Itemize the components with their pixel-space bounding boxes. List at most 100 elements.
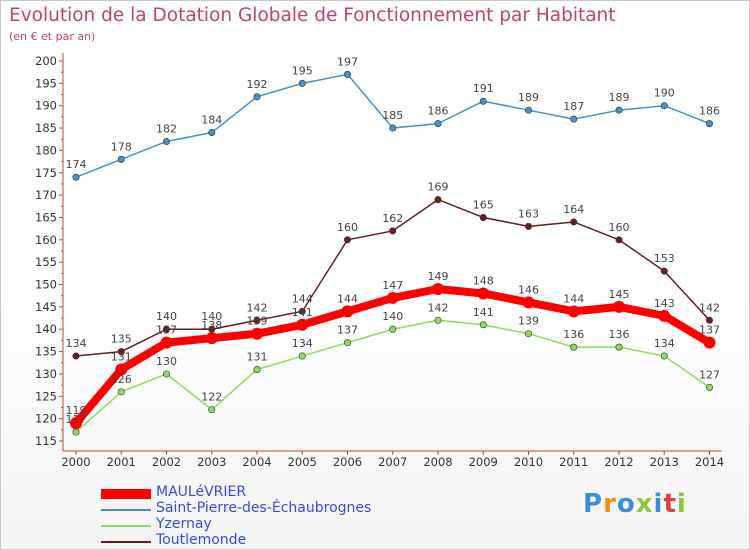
data-label: 160 (337, 221, 358, 234)
data-point (389, 325, 397, 333)
data-point (343, 339, 351, 347)
logo-letter: o (616, 489, 636, 519)
data-point (298, 307, 306, 315)
data-point (208, 129, 216, 137)
logo-letter: i (653, 489, 664, 519)
data-point (343, 236, 351, 244)
data-label: 142 (247, 301, 268, 314)
y-tick-label: 160 (35, 233, 57, 247)
data-point (479, 321, 487, 329)
data-label: 162 (382, 212, 403, 225)
data-label: 169 (428, 181, 449, 194)
data-label: 126 (111, 373, 132, 386)
legend-item-yzernay: Yzernay (101, 516, 421, 533)
data-label: 119 (66, 404, 87, 417)
data-label: 144 (337, 292, 358, 305)
x-tick-label: 2001 (107, 455, 136, 469)
data-point (117, 348, 125, 356)
data-label: 153 (654, 252, 675, 265)
x-tick-label: 2006 (333, 455, 362, 469)
data-point (703, 336, 716, 349)
data-label: 191 (473, 82, 494, 95)
data-point (251, 327, 263, 340)
data-point (341, 305, 354, 318)
legend-swatch-saint-pierre (101, 509, 151, 511)
data-label: 138 (201, 319, 222, 332)
data-label: 144 (292, 292, 313, 305)
data-point (253, 93, 261, 101)
data-label: 187 (563, 100, 584, 113)
data-label: 117 (66, 413, 87, 426)
proxiti-logo: Proxiti (583, 489, 687, 519)
data-label: 190 (654, 87, 675, 100)
data-point (570, 343, 578, 351)
data-point (208, 406, 216, 414)
data-label: 182 (156, 122, 177, 135)
data-label: 165 (473, 198, 494, 211)
data-label: 163 (518, 207, 539, 220)
data-label: 139 (518, 315, 539, 328)
x-tick-label: 2000 (61, 455, 90, 469)
data-label: 186 (428, 105, 449, 118)
data-point (615, 106, 623, 114)
line-chart: 115 120 125 130 135 140 145 150 155 160 165 170 175 1… (35, 53, 724, 469)
y-tick-label: 145 (35, 300, 57, 314)
data-label: 137 (699, 324, 720, 337)
data-label: 134 (654, 337, 675, 350)
data-label: 136 (609, 328, 630, 341)
data-label: 140 (382, 310, 403, 323)
data-label: 122 (201, 391, 222, 404)
legend-item-toutlemonde: Toutlemonde (101, 532, 421, 549)
x-tick-label: 2008 (423, 455, 452, 469)
data-point (479, 213, 487, 221)
data-label: 145 (609, 288, 630, 301)
data-label: 130 (156, 355, 177, 368)
data-label: 185 (382, 109, 403, 122)
data-point (660, 267, 668, 275)
data-label: 144 (563, 292, 584, 305)
data-label: 134 (292, 337, 313, 350)
data-label: 160 (609, 221, 630, 234)
data-point (615, 343, 623, 351)
y-tick-label: 140 (35, 322, 57, 336)
logo-letter: r (603, 489, 617, 519)
data-point (72, 428, 80, 436)
logo-letter: x (635, 489, 654, 519)
y-tick-label: 115 (35, 434, 57, 448)
data-point (705, 316, 713, 324)
data-label: 131 (247, 350, 268, 363)
logo-letter: P (583, 489, 604, 519)
data-point (389, 227, 397, 235)
data-point (567, 305, 580, 318)
legend-item-maulevrier: MAULéVRIER (101, 484, 421, 501)
data-point (160, 336, 173, 349)
data-label: 142 (699, 301, 720, 314)
legend-label: Saint-Pierre-des-Échaubrognes (156, 500, 372, 516)
data-label: 139 (247, 315, 268, 328)
legend-label: MAULéVRIER (156, 484, 247, 500)
y-tick-label: 135 (35, 345, 57, 359)
data-point (570, 115, 578, 123)
y-tick-label: 150 (35, 278, 57, 292)
x-tick-label: 2007 (378, 455, 407, 469)
y-tick-label: 180 (35, 143, 57, 157)
data-point (298, 352, 306, 360)
x-tick-label: 2011 (559, 455, 588, 469)
data-label: 140 (156, 310, 177, 323)
data-label: 131 (111, 350, 132, 363)
logo-letter: t (663, 489, 677, 519)
x-tick-label: 2002 (152, 455, 181, 469)
data-label: 141 (473, 306, 494, 319)
y-tick-label: 165 (35, 210, 57, 224)
data-label: 192 (247, 78, 268, 91)
data-label: 147 (382, 279, 403, 292)
y-tick-label: 170 (35, 188, 57, 202)
x-tick-label: 2003 (197, 455, 226, 469)
legend-swatch-maulevrier (101, 489, 151, 499)
data-point (117, 388, 125, 396)
data-point (163, 325, 171, 333)
y-tick-label: 200 (35, 54, 57, 68)
data-point (163, 137, 171, 145)
data-point (343, 70, 351, 78)
